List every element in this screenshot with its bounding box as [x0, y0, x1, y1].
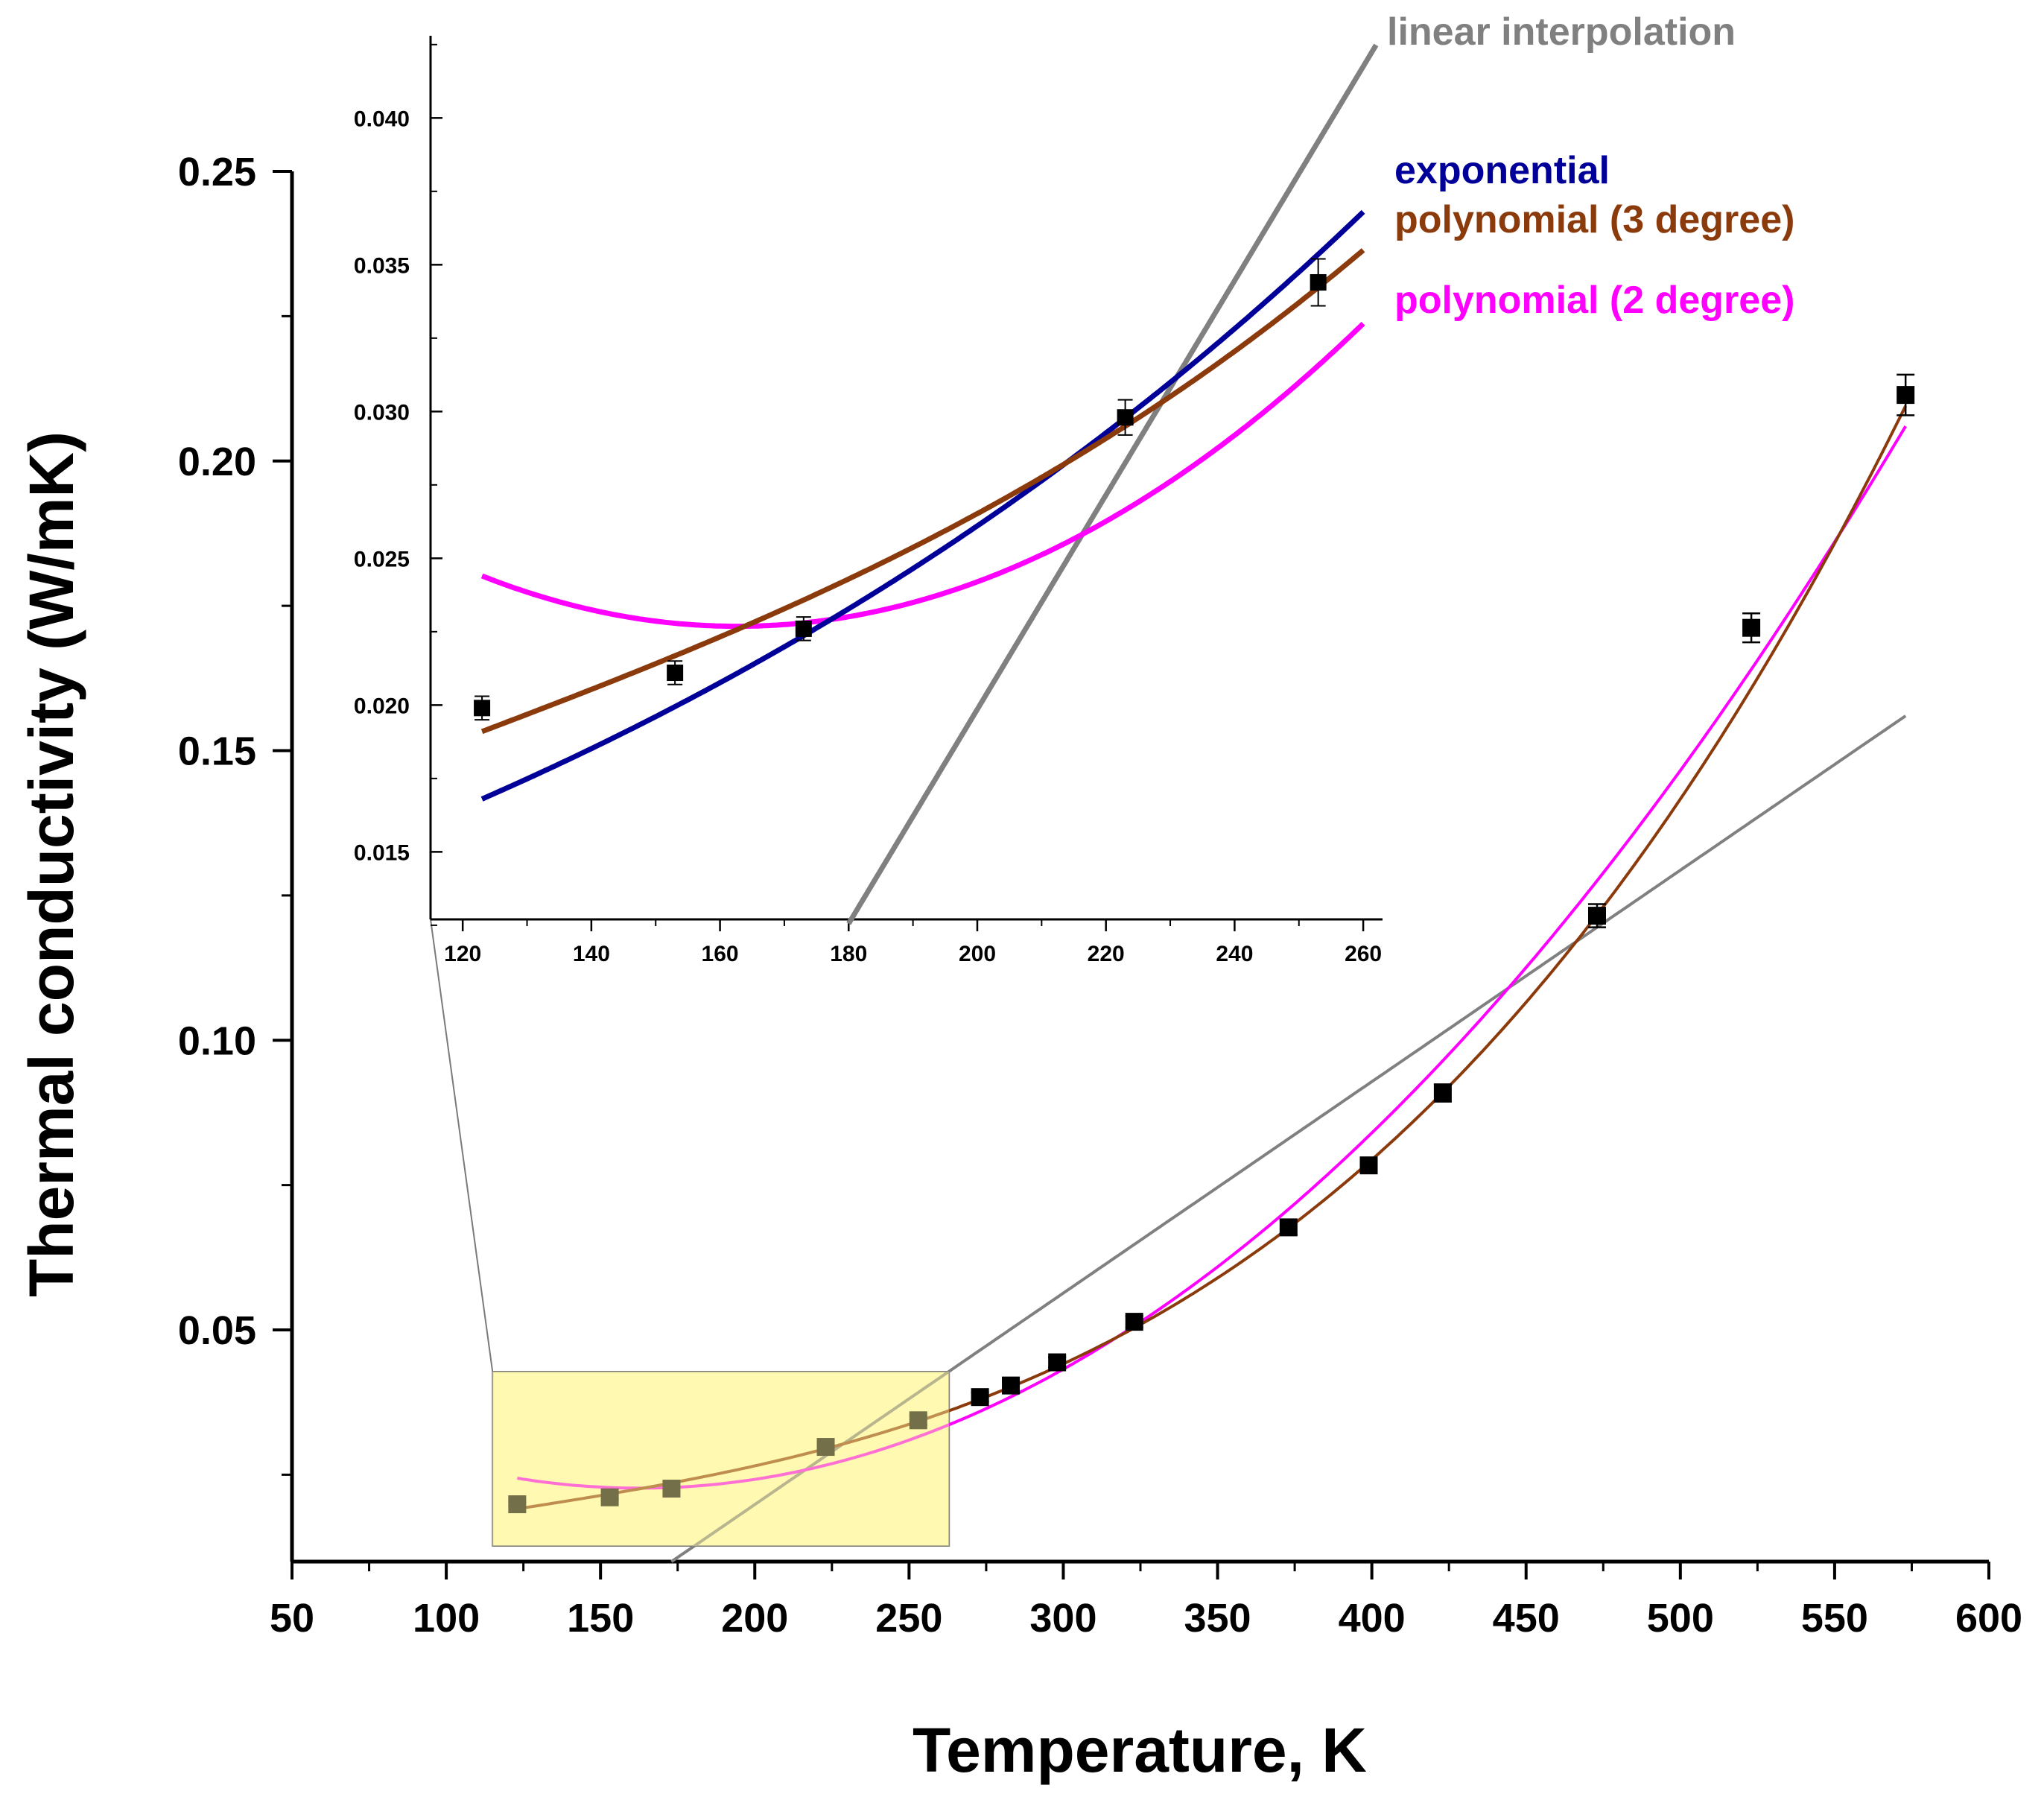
x-tick-label: 450	[1493, 1596, 1560, 1641]
inset-x-tick-label: 120	[444, 942, 481, 966]
legend: linear interpolation exponential polynomia…	[1387, 10, 1794, 322]
polynomial-3-degree-curve	[517, 405, 1907, 1511]
inset-y-tick-label: 0.040	[354, 107, 410, 131]
legend-label-3: polynomial (3 degree)	[1394, 198, 1794, 241]
inset-y-tick-label: 0.020	[354, 694, 410, 718]
inset-x-tick-label: 180	[830, 942, 867, 966]
legend-label-4: polynomial (2 degree)	[1394, 279, 1794, 322]
inset-data-point	[1310, 273, 1327, 291]
data-point	[1279, 1218, 1298, 1237]
legend-label-1: linear interpolation	[1387, 10, 1736, 54]
inset-x-tick-label: 160	[702, 942, 739, 966]
inset-x-tick-label: 200	[959, 942, 996, 966]
zoom-highlight-box	[492, 1370, 950, 1547]
inset-polynomial-2-degree-curve	[480, 321, 1365, 630]
x-tick-label: 350	[1184, 1596, 1251, 1641]
data-point	[1002, 1376, 1021, 1395]
data-point	[909, 1411, 927, 1430]
inset-background	[431, 36, 1383, 919]
y-axis-title: Thermal conductivity (W/mK)	[16, 431, 86, 1297]
y-tick-label: 0.10	[178, 1018, 256, 1063]
legend-label-2: exponential	[1394, 149, 1610, 192]
x-tick-label: 300	[1029, 1596, 1096, 1641]
inset-y-tick-label: 0.030	[354, 400, 410, 425]
data-point	[1897, 386, 1915, 405]
x-tick-label: 150	[567, 1596, 634, 1641]
zoom-connector-line	[430, 919, 494, 1372]
inset-y-tick-label: 0.025	[354, 547, 410, 571]
inset-data-point	[474, 700, 491, 717]
inset-data-point	[795, 620, 812, 637]
main-plot: 50 100 150 200 250 300 350 400 450 500 550 600 0.05 0…	[178, 150, 2022, 1641]
inset-x-tick-label: 140	[573, 942, 610, 966]
x-tick-label: 600	[1955, 1596, 2022, 1641]
inset-y-tick-label: 0.035	[354, 253, 410, 278]
data-point	[508, 1495, 527, 1514]
y-tick-label: 0.25	[178, 150, 256, 194]
inset-polynomial-3-degree-curve	[480, 248, 1365, 735]
x-tick-label: 100	[413, 1596, 480, 1641]
y-tick-label: 0.05	[178, 1308, 256, 1353]
data-point	[1359, 1156, 1378, 1175]
x-axis-title: Temperature, K	[913, 1715, 1367, 1785]
x-tick-label: 500	[1647, 1596, 1714, 1641]
x-tick-label: 400	[1339, 1596, 1406, 1641]
inset-linear-interpolation-line	[846, 43, 1379, 925]
data-point	[600, 1488, 619, 1506]
inset-plot: 120 140 160 180 200 220 240 260 0.015 0.020 0.025 0…	[354, 36, 1383, 1372]
data-point	[1587, 907, 1606, 925]
data-point	[1125, 1313, 1143, 1331]
data-point	[1433, 1084, 1452, 1103]
x-tick-label: 200	[721, 1596, 788, 1641]
inset-x-tick-label: 240	[1216, 942, 1253, 966]
x-tick-label: 550	[1801, 1596, 1868, 1641]
zoom-highlight-overlay	[492, 1371, 950, 1547]
x-tick-label: 250	[875, 1596, 942, 1641]
y-tick-label: 0.15	[178, 729, 256, 774]
x-tick-label: 50	[270, 1596, 314, 1641]
inset-data-point	[1117, 409, 1134, 426]
inset-y-tick-label: 0.015	[354, 840, 410, 865]
inset-x-tick-label: 260	[1345, 942, 1382, 966]
inset-exponential-curve	[480, 209, 1365, 802]
data-point	[816, 1438, 835, 1457]
data-point	[1742, 618, 1761, 637]
data-point	[971, 1388, 989, 1407]
y-tick-label: 0.20	[178, 440, 256, 484]
polynomial-2-degree-curve	[517, 425, 1907, 1490]
linear-interpolation-line	[670, 714, 1907, 1563]
inset-x-tick-label: 220	[1088, 942, 1125, 966]
inset-data-point	[667, 665, 684, 682]
data-point	[1048, 1353, 1067, 1372]
data-point	[662, 1480, 681, 1498]
